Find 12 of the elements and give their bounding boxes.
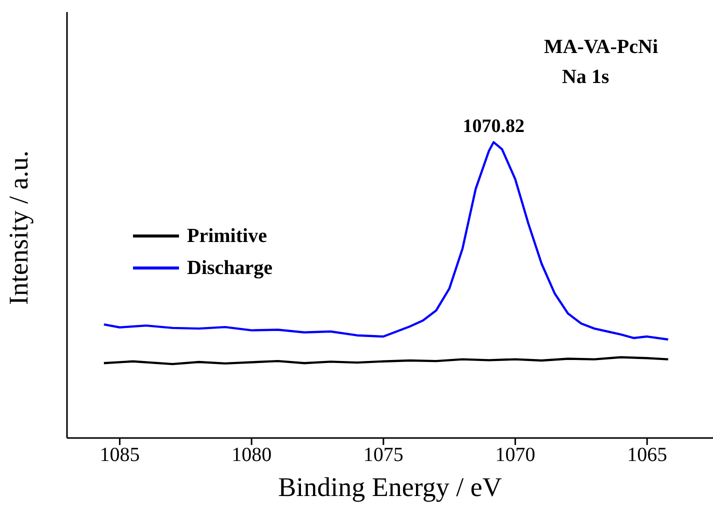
x-tick-label: 1080 — [232, 444, 272, 466]
text: MA-VA-PcNi — [544, 35, 658, 60]
x-tick-label: 1085 — [100, 444, 140, 466]
x-axis-title: Binding Energy / eV — [278, 472, 502, 502]
text: Na 1s — [562, 65, 610, 90]
annotation: 1070.82 — [462, 116, 524, 138]
x-tick-label: 1065 — [627, 444, 668, 466]
y-axis-title: Intensity / a.u. — [4, 150, 34, 305]
x-tick-label: 1075 — [363, 444, 404, 466]
legend-label: Primitive — [187, 224, 267, 249]
x-tick-label: 1070 — [495, 444, 536, 466]
legend-label: Discharge — [187, 256, 273, 281]
